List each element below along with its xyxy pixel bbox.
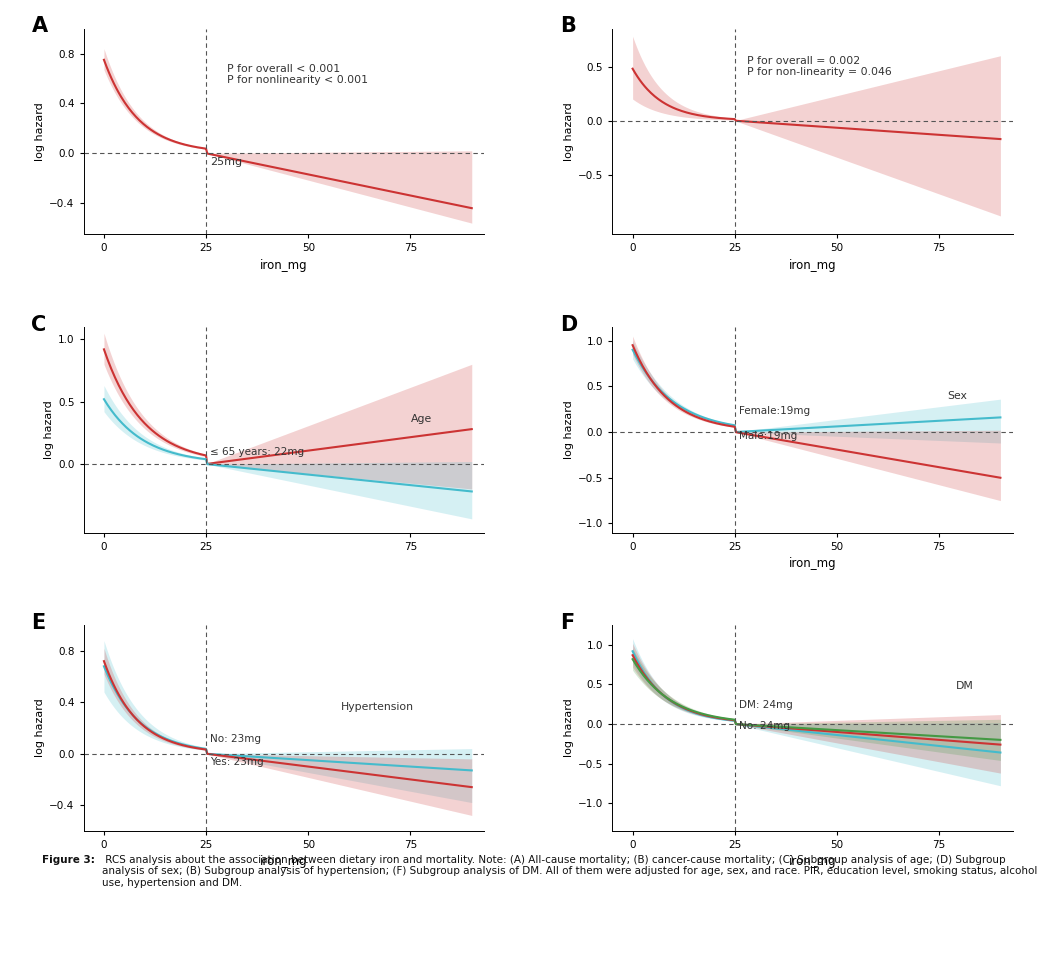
Y-axis label: log hazard: log hazard	[35, 102, 45, 160]
X-axis label: iron_mg: iron_mg	[788, 557, 836, 570]
Text: Female:19mg: Female:19mg	[739, 406, 810, 415]
Text: Age: Age	[410, 414, 432, 424]
X-axis label: iron_mg: iron_mg	[260, 856, 308, 868]
X-axis label: iron_mg: iron_mg	[260, 259, 308, 272]
Text: DM: 24mg: DM: 24mg	[739, 700, 792, 711]
Text: A: A	[31, 16, 48, 36]
Text: DM: DM	[955, 681, 973, 690]
Text: 25mg: 25mg	[210, 157, 242, 166]
Text: ≤ 65 years: 22mg: ≤ 65 years: 22mg	[210, 447, 305, 457]
Text: B: B	[561, 16, 576, 36]
Text: Sex: Sex	[947, 391, 967, 401]
Text: Hypertension: Hypertension	[341, 702, 414, 712]
Text: P for overall < 0.001
P for nonlinearity < 0.001: P for overall < 0.001 P for nonlinearity…	[227, 64, 367, 85]
Text: F: F	[561, 613, 574, 633]
Text: P for overall = 0.002
P for non-linearity = 0.046: P for overall = 0.002 P for non-linearit…	[748, 55, 892, 77]
Y-axis label: log hazard: log hazard	[35, 699, 45, 757]
Text: Yes: 23mg: Yes: 23mg	[210, 757, 264, 767]
X-axis label: iron_mg: iron_mg	[788, 856, 836, 868]
Y-axis label: log hazard: log hazard	[564, 102, 574, 160]
X-axis label: iron_mg: iron_mg	[788, 259, 836, 272]
Text: C: C	[31, 314, 47, 334]
Text: Figure 3:: Figure 3:	[42, 855, 95, 864]
Y-axis label: log hazard: log hazard	[564, 699, 574, 757]
Text: D: D	[561, 314, 577, 334]
Text: RCS analysis about the association between dietary iron and mortality. Note: (A): RCS analysis about the association betwe…	[102, 855, 1038, 888]
Text: E: E	[31, 613, 46, 633]
Text: No: 23mg: No: 23mg	[210, 734, 261, 744]
Y-axis label: log hazard: log hazard	[44, 400, 54, 459]
Text: Male:19mg: Male:19mg	[739, 432, 798, 441]
Text: No: 24mg: No: 24mg	[739, 721, 790, 731]
Y-axis label: log hazard: log hazard	[564, 400, 574, 459]
